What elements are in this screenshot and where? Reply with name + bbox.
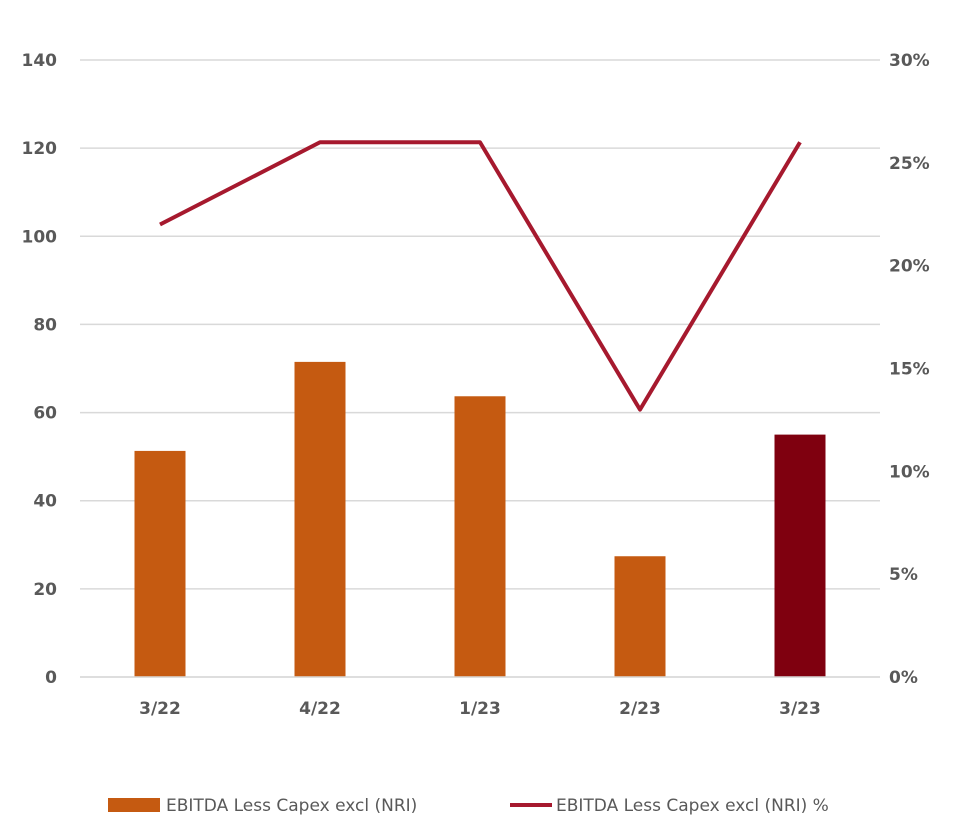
left-axis-tick-label: 80 [33,315,57,335]
left-y-axis: 0 20 40 60 80 100 120 140 [22,51,58,688]
legend-bar-label: EBITDA Less Capex excl (NRI) [166,796,417,815]
legend: EBITDA Less Capex excl (NRI) EBITDA Less… [108,796,829,815]
right-axis-tick-label: 10% [889,462,930,482]
left-axis-tick-label: 0 [45,668,57,688]
right-axis-tick-label: 15% [889,360,930,380]
line-series [159,140,802,412]
bar-4-22 [294,361,346,677]
right-axis-tick-label: 20% [889,257,930,277]
left-axis-tick-label: 60 [33,404,57,424]
x-axis-tick-label: 1/23 [459,699,501,719]
bar-2-23 [614,556,666,677]
right-axis-tick-label: 5% [889,565,918,585]
right-axis-tick-label: 0% [889,668,918,688]
right-axis-tick-label: 25% [889,154,930,174]
legend-line-label: EBITDA Less Capex excl (NRI) % [556,796,829,815]
x-axis: 3/22 4/22 1/23 2/23 3/23 [80,676,880,719]
left-axis-tick-label: 100 [22,227,58,247]
x-axis-tick-label: 3/23 [779,699,821,719]
right-axis-tick-label: 30% [889,51,930,71]
left-axis-tick-label: 40 [33,492,57,512]
right-y-axis: 0% 5% 10% 15% 20% 25% 30% [889,51,930,688]
left-axis-tick-label: 120 [22,139,58,159]
legend-bar-swatch [108,798,160,812]
x-axis-tick-label: 2/23 [619,699,661,719]
left-axis-tick-label: 140 [22,51,58,71]
bar-1-23 [454,396,506,677]
bar-3-23 [774,434,826,677]
bar-3-22 [134,450,186,677]
bar-series [134,361,826,677]
x-axis-tick-label: 3/22 [139,699,181,719]
x-axis-tick-label: 4/22 [299,699,341,719]
left-axis-tick-label: 20 [33,580,57,600]
line-path [159,140,802,412]
